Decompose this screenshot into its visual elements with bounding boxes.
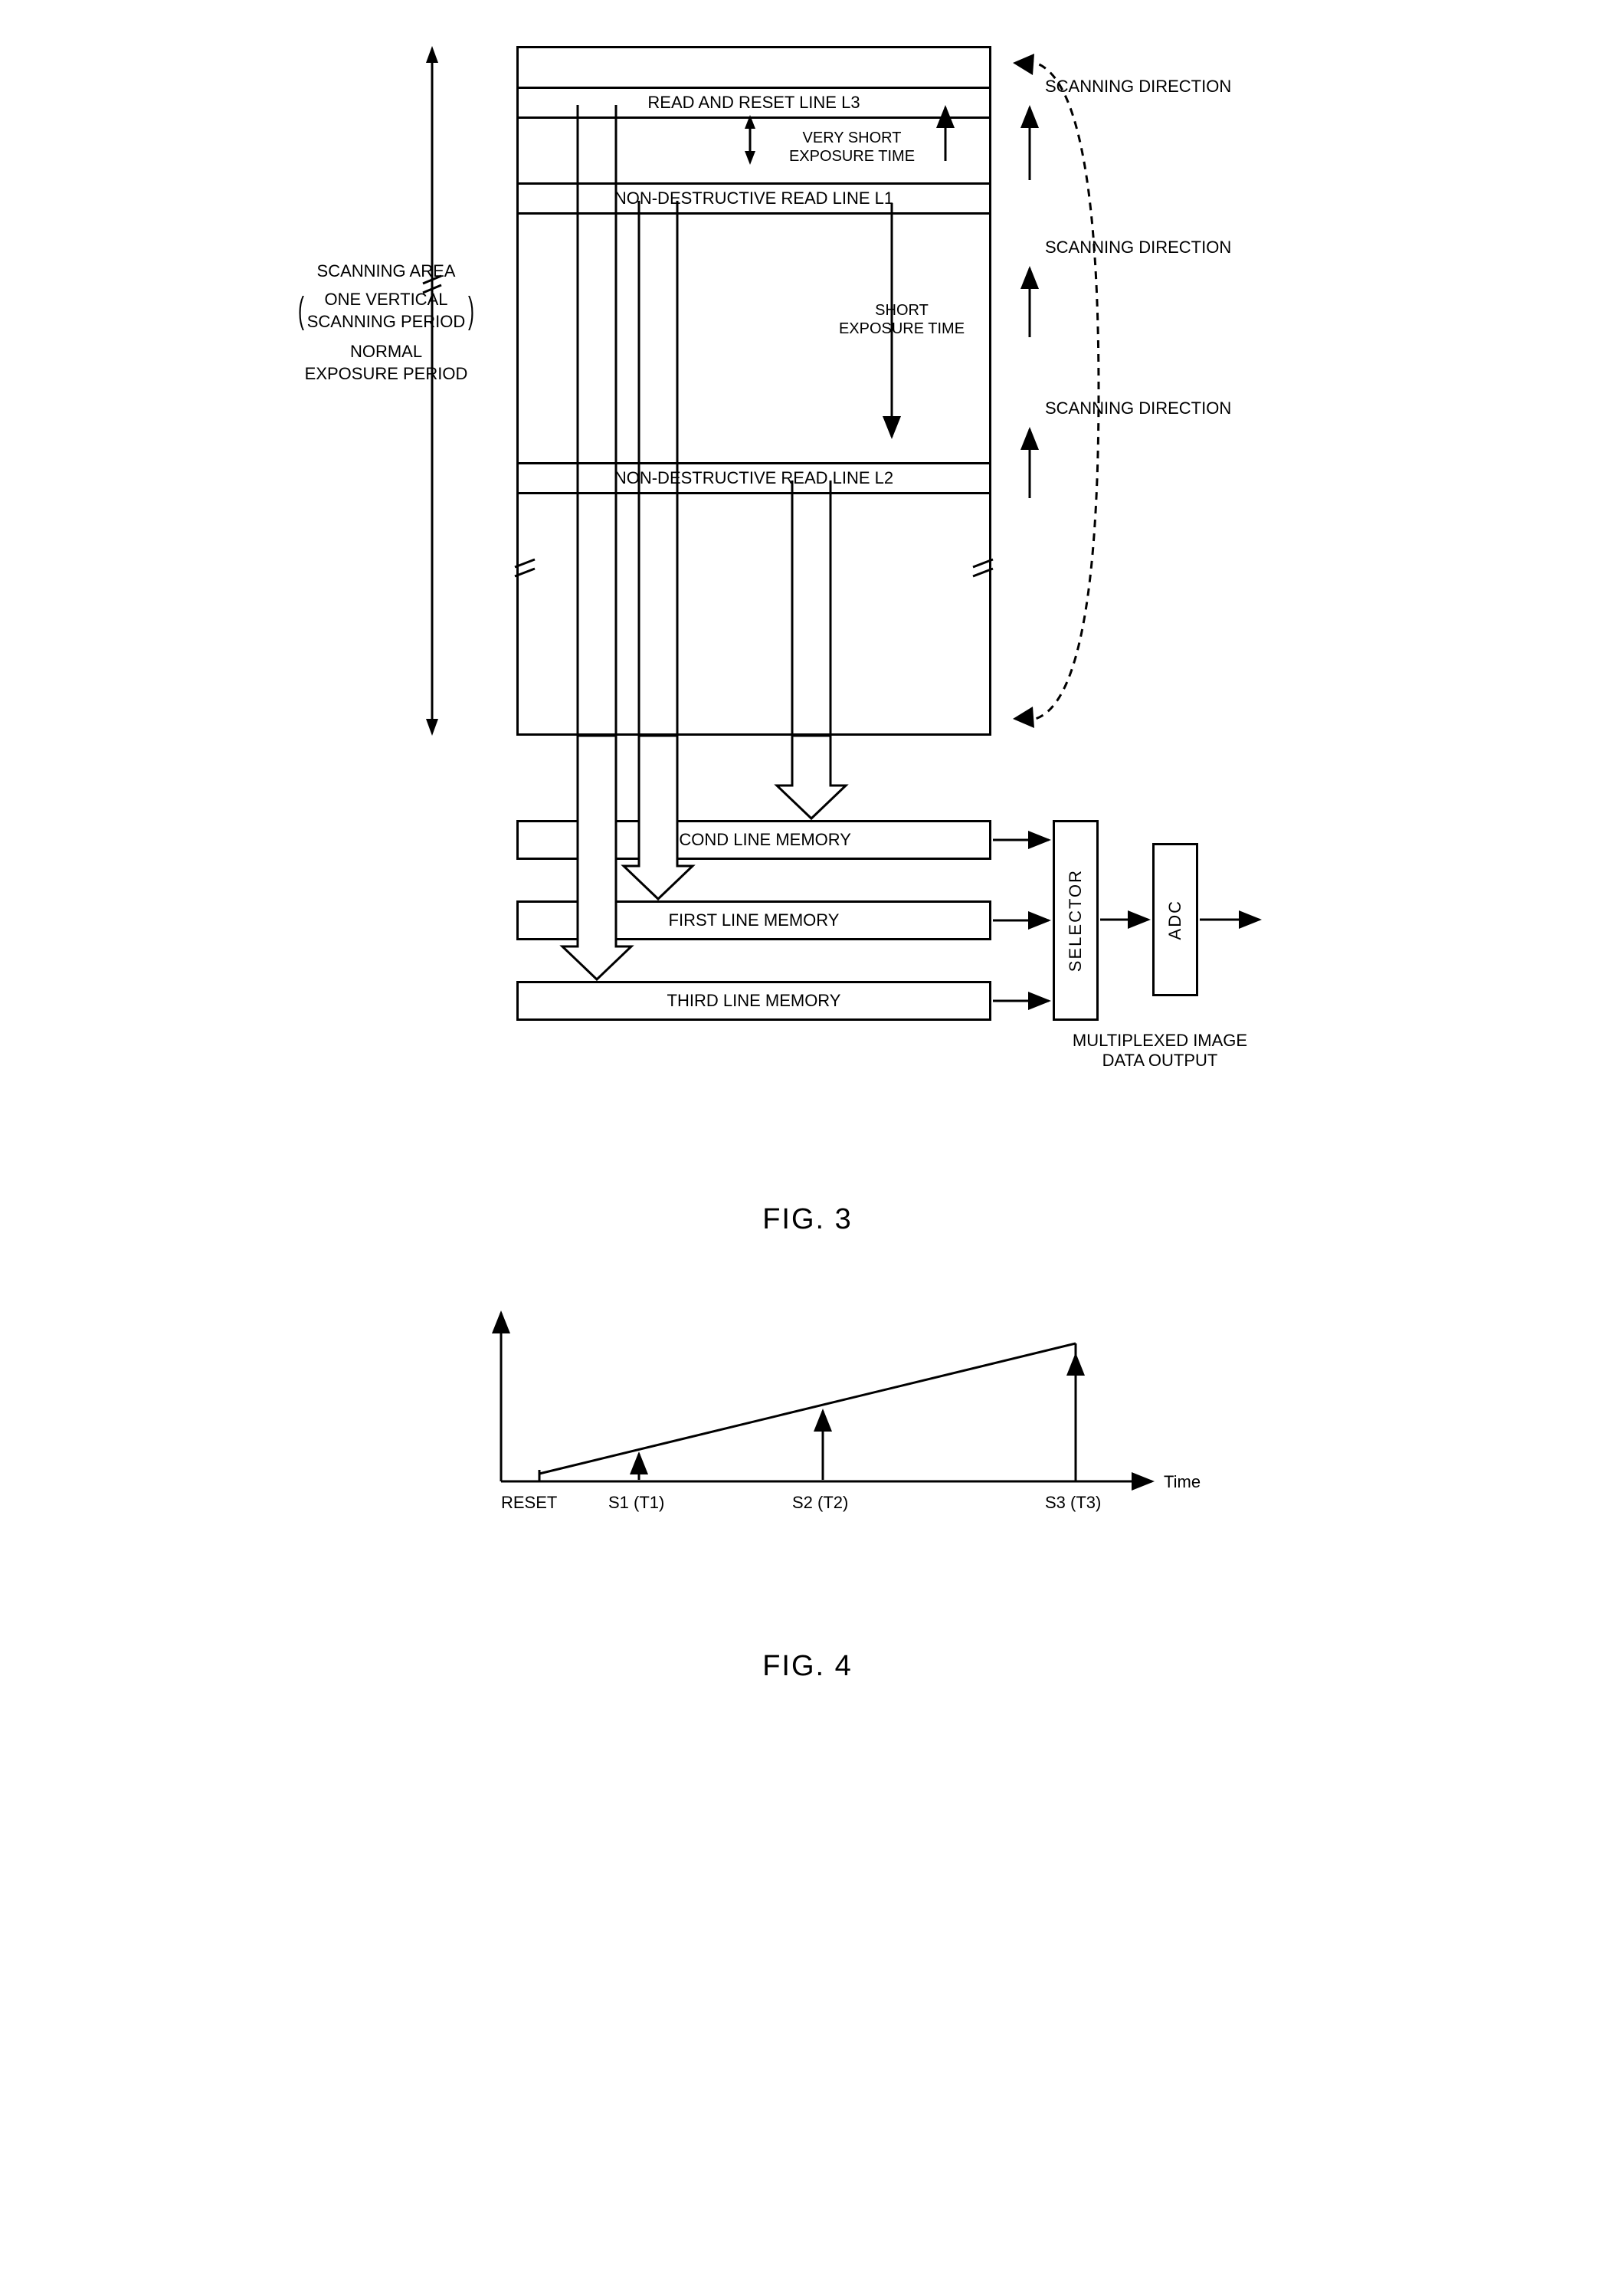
line-l1-band: NON-DESTRUCTIVE READ LINE L1 [519,182,989,215]
time-axis-label: Time [1164,1472,1201,1492]
fig4-plot [271,1282,1344,1573]
paren-close: ) [468,287,474,335]
scanning-area-label: SCANNING AREA [271,261,501,283]
normal-exposure-label: NORMAL EXPOSURE PERIOD [271,341,501,385]
very-short-exposure-label: VERY SHORT EXPOSURE TIME [771,129,932,166]
adc-block: ADC [1152,843,1198,996]
dir-label-2: SCANNING DIRECTION [1045,238,1252,257]
line-l3-band: READ AND RESET LINE L3 [519,87,989,119]
adc-label: ADC [1165,900,1185,940]
paren-open: ( [298,287,304,335]
short-exposure-label: SHORT EXPOSURE TIME [825,301,978,338]
figure-4: RESET S1 (T1) S2 (T2) S3 (T3) Time [271,1282,1344,1627]
line-l3-label: READ AND RESET LINE L3 [647,93,860,113]
dir-label-3: SCANNING DIRECTION [1045,399,1252,418]
figure-3: READ AND RESET LINE L3 NON-DESTRUCTIVE R… [271,31,1344,1180]
second-line-memory-label: SECOND LINE MEMORY [657,830,851,850]
second-line-memory: SECOND LINE MEMORY [516,820,991,860]
fig4-caption: FIG. 4 [271,1650,1344,1683]
first-line-memory: FIRST LINE MEMORY [516,900,991,940]
s1-label: S1 (T1) [608,1493,664,1513]
mux-output-label: MULTIPLEXED IMAGE DATA OUTPUT [1053,1031,1267,1071]
third-line-memory-label: THIRD LINE MEMORY [667,991,841,1011]
paren-text: ONE VERTICAL SCANNING PERIOD [307,289,466,333]
third-line-memory: THIRD LINE MEMORY [516,981,991,1021]
selector-block: SELECTOR [1053,820,1099,1021]
reset-label: RESET [501,1493,557,1513]
selector-label: SELECTOR [1066,869,1086,972]
s3-label: S3 (T3) [1045,1493,1101,1513]
line-l1-label: NON-DESTRUCTIVE READ LINE L1 [614,189,893,208]
fig3-caption: FIG. 3 [271,1203,1344,1236]
left-label-group: SCANNING AREA ( ONE VERTICAL SCANNING PE… [271,261,501,389]
first-line-memory-label: FIRST LINE MEMORY [669,910,840,930]
line-l2-band: NON-DESTRUCTIVE READ LINE L2 [519,462,989,494]
dir-label-1: SCANNING DIRECTION [1045,77,1252,97]
line-l2-label: NON-DESTRUCTIVE READ LINE L2 [614,468,893,488]
s2-label: S2 (T2) [792,1493,848,1513]
scanning-area-box: READ AND RESET LINE L3 NON-DESTRUCTIVE R… [516,46,991,736]
